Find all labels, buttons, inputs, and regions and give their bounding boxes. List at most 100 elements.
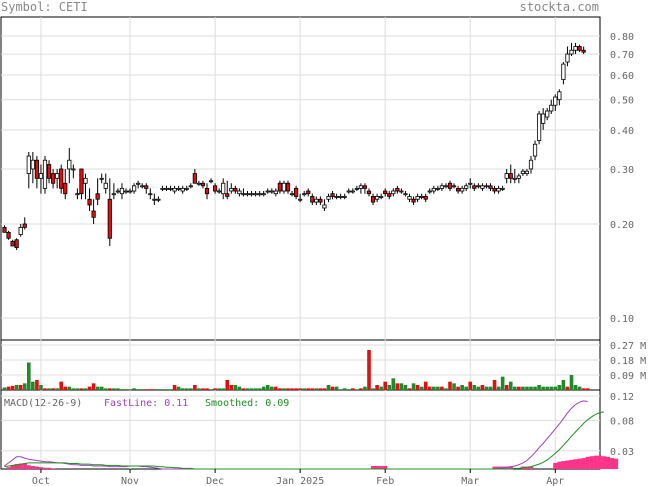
candle-up: [435, 185, 440, 192]
candle-down: [212, 183, 218, 194]
candle-up: [314, 196, 319, 206]
candle-body: [281, 182, 287, 192]
candle-up: [524, 168, 530, 176]
candle-up: [245, 191, 250, 197]
candle-body: [277, 182, 283, 192]
candle-body: [221, 182, 226, 195]
candle-down: [144, 183, 149, 194]
candle-body: [225, 193, 230, 197]
candle-body: [10, 240, 15, 247]
macd-histogram-bar: [18, 463, 23, 469]
candle-body: [229, 187, 234, 192]
volume-bars: [2, 350, 590, 390]
candle-down: [51, 168, 56, 189]
candle-up: [140, 183, 145, 189]
volume-bar: [75, 388, 80, 390]
candle-body: [249, 193, 254, 196]
volume-bar: [225, 380, 230, 390]
candle-body: [253, 193, 258, 196]
candle-body: [200, 182, 206, 187]
volume-bar: [184, 388, 189, 390]
volume-bar: [448, 381, 452, 390]
volume-bar: [359, 388, 363, 390]
candle-body: [293, 187, 299, 197]
candle-body: [577, 46, 582, 51]
candle-down: [306, 188, 311, 197]
candle-body: [306, 190, 311, 195]
volume-bar: [193, 385, 197, 390]
macd-tick-label: 0.03: [610, 447, 634, 458]
candle-up: [545, 108, 550, 121]
candle-up: [111, 183, 116, 200]
candle-body: [91, 210, 96, 218]
candle-up: [188, 183, 193, 189]
date-tick-label: Apr: [546, 476, 564, 486]
candle-up: [208, 178, 214, 184]
candle-up: [55, 168, 60, 189]
volume-bar: [472, 385, 477, 390]
candle-body: [399, 190, 404, 193]
candle-body: [156, 198, 161, 201]
candle-body: [419, 196, 424, 198]
candle-up: [500, 185, 505, 192]
candle-down: [310, 193, 315, 206]
candle-up: [229, 183, 234, 194]
candle-body: [370, 196, 376, 203]
price-candles: [2, 42, 586, 251]
candle-up: [172, 185, 177, 194]
candle-body: [358, 185, 364, 189]
volume-bar: [282, 388, 286, 390]
volume-bar: [383, 381, 387, 390]
candle-down: [277, 180, 283, 194]
site-label[interactable]: stockta.com: [520, 0, 599, 14]
volume-bar: [549, 386, 554, 390]
candle-body: [160, 187, 165, 190]
volume-bar: [508, 381, 513, 390]
candle-down: [6, 230, 11, 240]
volume-bar: [112, 388, 116, 390]
candle-body: [212, 185, 218, 192]
macd-axis: 0.12 0.08 0.03: [610, 392, 634, 458]
volume-axis: 0.27 M 0.18 M 0.09 M: [610, 341, 646, 382]
candle-down: [455, 185, 461, 194]
volume-bar: [83, 388, 88, 390]
candle-body: [34, 159, 40, 179]
candle-body: [342, 196, 347, 198]
volume-bar: [148, 389, 153, 390]
candle-up: [302, 191, 307, 197]
candle-body: [407, 196, 412, 200]
macd-histogram-bar: [383, 465, 388, 469]
volume-bar: [468, 381, 473, 390]
candle-up: [532, 140, 538, 161]
candle-up: [83, 173, 88, 200]
volume-bar: [407, 388, 412, 390]
candle-body: [411, 198, 416, 203]
volume-bar: [492, 380, 497, 390]
volume-bar: [545, 386, 549, 390]
volume-bar: [2, 387, 7, 390]
volume-bar: [302, 388, 306, 390]
candle-body: [237, 190, 242, 195]
candle-body: [67, 159, 72, 170]
candle-down: [225, 180, 230, 200]
candle-body: [549, 104, 554, 112]
candle-down: [200, 180, 206, 189]
volume-bar: [294, 388, 298, 390]
volume-bar: [180, 388, 185, 390]
candle-up: [38, 164, 44, 194]
volume-bar: [229, 385, 234, 390]
volume-bar: [480, 385, 485, 390]
volume-bar: [31, 381, 35, 390]
candle-body: [127, 190, 133, 193]
candle-body: [476, 185, 481, 188]
candle-body: [318, 198, 323, 203]
candle-body: [310, 196, 315, 203]
candle-body: [366, 190, 372, 195]
volume-bar: [541, 386, 545, 390]
candle-body: [460, 187, 465, 192]
candle-body: [573, 46, 578, 51]
volume-bar: [71, 388, 76, 390]
candle-down: [387, 191, 392, 200]
volume-bar: [265, 385, 270, 390]
candle-down: [370, 193, 376, 206]
